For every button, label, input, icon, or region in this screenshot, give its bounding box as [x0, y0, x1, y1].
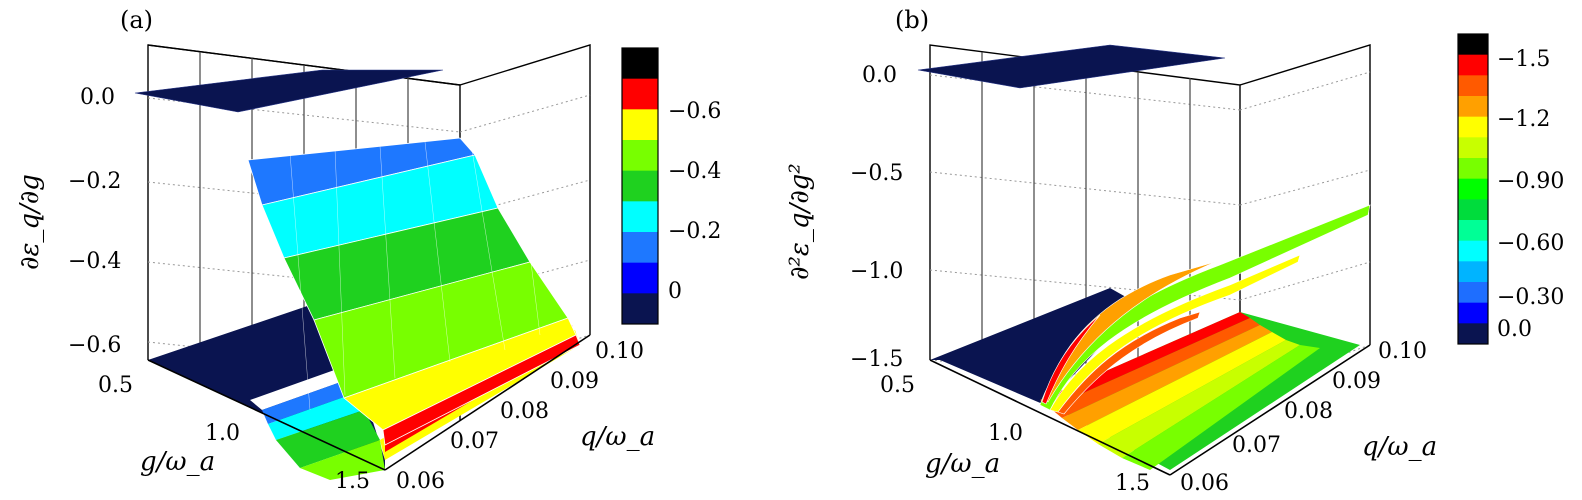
colorbar-a-swatch-7: [622, 262, 658, 294]
y-tick-b-1: 0.07: [1232, 433, 1281, 458]
z-tick-a-3: −0.6: [68, 333, 121, 358]
x-ticks-b: 0.5 1.0 1.5: [880, 373, 1150, 496]
x-axis-label-a: g/ω_a: [140, 447, 215, 477]
colorbar-b-swatch-3: [1458, 96, 1488, 118]
colorbar-b-swatch-7: [1458, 178, 1488, 200]
z-axis-label-a: ∂ε_q/∂g: [15, 174, 45, 270]
z-tick-b-1: −0.5: [850, 161, 903, 186]
colorbar-b-label-4: −0.30: [1497, 285, 1564, 310]
surface-b: [1039, 204, 1371, 415]
y-tick-b-4: 0.10: [1378, 339, 1427, 364]
colorbar-b-label-3: −0.60: [1497, 231, 1564, 256]
colorbar-b: −1.5 −1.2 −0.90 −0.60 −0.30 0.0: [1457, 33, 1564, 345]
z-tick-a-0: 0.0: [80, 85, 115, 110]
y-tick-b-3: 0.09: [1332, 369, 1381, 394]
z-tick-b-3: −1.5: [850, 347, 903, 372]
z-tick-b-0: 0.0: [862, 63, 897, 88]
colorbar-b-swatch-12: [1458, 282, 1488, 304]
y-tick-b-2: 0.08: [1284, 399, 1333, 424]
colorbar-a-swatch-4: [622, 170, 658, 202]
x-axis-label-b: g/ω_a: [925, 449, 1000, 479]
colorbar-b-swatch-1: [1458, 54, 1488, 76]
y-ticks-a: 0.06 0.07 0.08 0.09 0.10: [396, 339, 644, 494]
band-b-2: [1049, 254, 1301, 413]
y-ticks-b: 0.06 0.07 0.08 0.09 0.10: [1180, 339, 1427, 496]
band-b-5: [1041, 314, 1101, 405]
y-axis-label-a: q/ω_a: [580, 422, 655, 452]
y-axis-label-b: q/ω_a: [1362, 432, 1437, 462]
floor-axes-b: [929, 344, 1371, 476]
band-b-3: [1057, 311, 1201, 415]
colorbar-b-swatch-4: [1458, 116, 1488, 138]
colorbar-b-swatch-10: [1458, 240, 1488, 262]
colorbar-a-label-3: 0: [668, 279, 682, 304]
colorbar-b-swatch-8: [1458, 199, 1488, 221]
colorbar-b-swatch-6: [1458, 158, 1488, 180]
colorbar-a-label-2: −0.2: [668, 219, 721, 244]
surface-a: [247, 137, 581, 446]
x-tick-a-2: 1.5: [335, 469, 370, 494]
z-ticks-b: 0.0 −0.5 −1.0 −1.5: [850, 63, 903, 372]
y-tick-a-0: 0.06: [396, 469, 445, 494]
floor-projection-b: [930, 288, 1360, 470]
colorbar-a-swatch-0: [622, 48, 658, 80]
colorbar-a-swatches: [622, 48, 658, 325]
z-tick-b-2: −1.0: [850, 259, 903, 284]
z-ticks-a: 0.0 −0.2 −0.4 −0.6: [68, 85, 121, 358]
z-tick-a-1: −0.2: [68, 169, 121, 194]
colorbar-a-swatch-3: [622, 140, 658, 172]
panel-tag-b: (b): [895, 6, 929, 34]
x-tick-b-0: 0.5: [880, 373, 915, 398]
surface-mesh-a: [289, 133, 541, 411]
x-tick-a-0: 0.5: [98, 373, 133, 398]
x-tick-b-2: 1.5: [1115, 471, 1150, 496]
colorbar-b-swatch-5: [1458, 137, 1488, 159]
colorbar-b-label-5: 0.0: [1497, 317, 1532, 342]
floor-axes-a: [147, 334, 591, 471]
surface-top-plane-a: [134, 69, 444, 113]
y-tick-a-2: 0.08: [500, 399, 549, 424]
colorbar-a-swatch-1: [622, 78, 658, 110]
y-tick-a-3: 0.09: [550, 369, 599, 394]
y-tick-b-0: 0.06: [1180, 471, 1229, 496]
colorbar-b-label-0: −1.5: [1497, 47, 1550, 72]
colorbar-b-swatch-9: [1458, 220, 1488, 242]
colorbar-b-swatches: [1458, 34, 1488, 345]
colorbar-a-swatch-8: [622, 293, 658, 325]
band-b-4: [1044, 261, 1216, 403]
panel-b: (b): [785, 6, 1564, 496]
y-tick-a-1: 0.07: [450, 429, 499, 454]
colorbar-a: −0.6 −0.4 −0.2 0: [621, 47, 721, 325]
colorbar-a-swatch-6: [622, 232, 658, 264]
x-tick-b-1: 1.0: [988, 421, 1023, 446]
x-tick-a-1: 1.0: [205, 421, 240, 446]
colorbar-a-label-1: −0.4: [668, 159, 721, 184]
colorbar-b-swatch-0: [1458, 34, 1488, 56]
surface-top-plane-b: [917, 44, 1226, 89]
colorbar-b-label-1: −1.2: [1497, 107, 1550, 132]
colorbar-b-swatch-13: [1458, 302, 1488, 324]
panel-a: (a): [15, 6, 721, 494]
colorbar-b-swatch-2: [1458, 75, 1488, 97]
colorbar-a-swatch-2: [622, 109, 658, 141]
z-tick-a-2: −0.4: [68, 249, 121, 274]
y-tick-a-4: 0.10: [595, 339, 644, 364]
colorbar-a-label-0: −0.6: [668, 99, 721, 124]
colorbar-b-label-2: −0.90: [1497, 169, 1564, 194]
colorbar-b-swatch-11: [1458, 261, 1488, 283]
panel-tag-a: (a): [120, 6, 153, 34]
band-a-6: [382, 334, 581, 446]
colorbar-b-swatch-14: [1458, 323, 1488, 345]
x-ticks-a: 0.5 1.0 1.5: [98, 373, 370, 494]
z-axis-label-b: ∂²ε_q/∂g²: [785, 163, 815, 280]
colorbar-a-swatch-5: [622, 201, 658, 233]
